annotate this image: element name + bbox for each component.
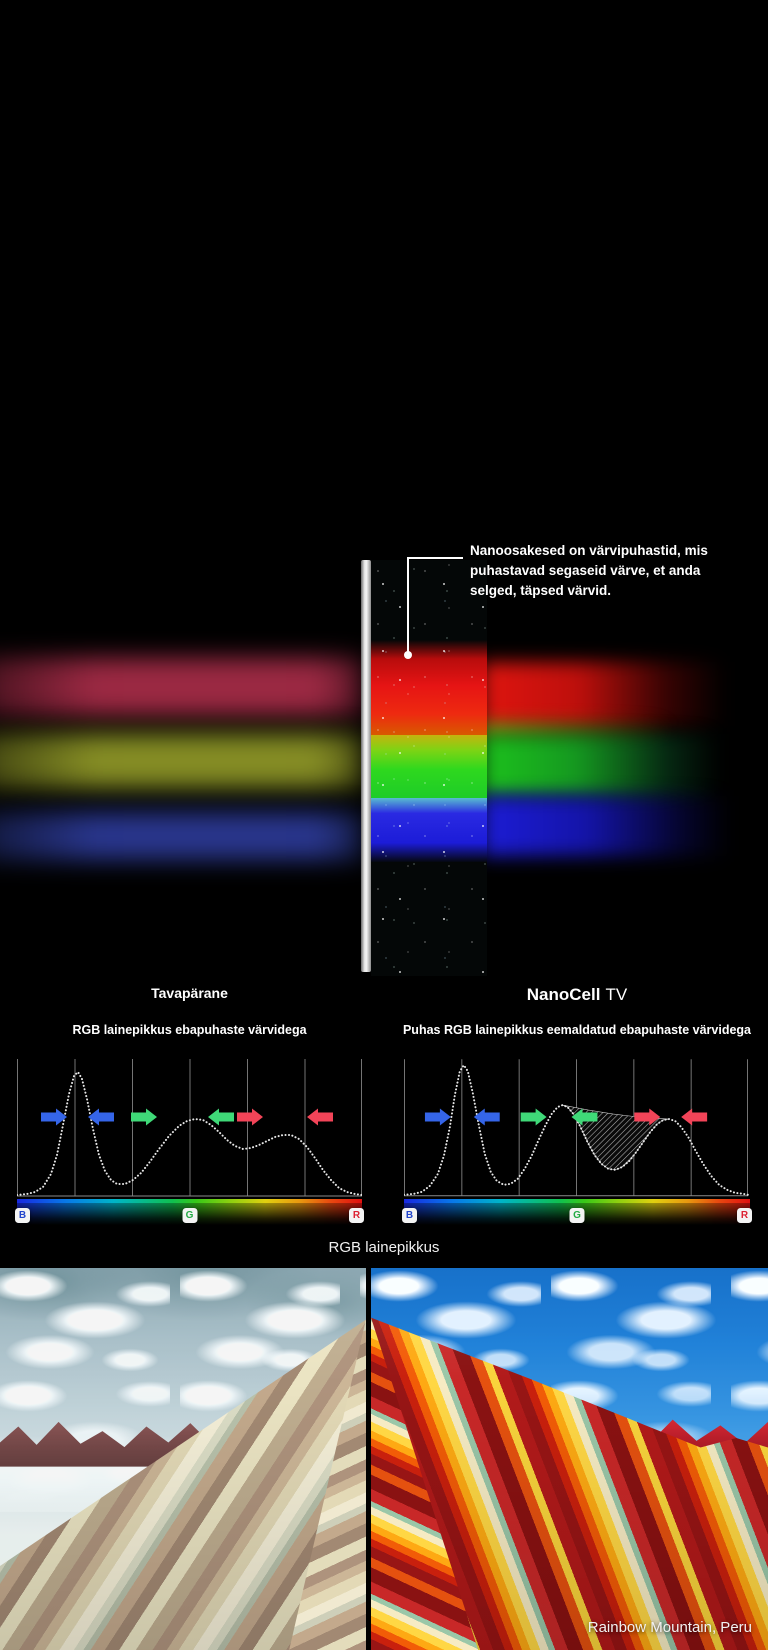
conventional-subtitle: RGB lainepikkus ebapuhaste värvidega	[72, 1023, 307, 1037]
annotation-line: Nanoosakesed on värvipuhastid, mis	[470, 543, 708, 558]
blue-axis-badge: B	[15, 1208, 30, 1223]
photo-right-vivid: Rainbow Mountain, Peru	[371, 1268, 768, 1650]
nanoparticle-column	[371, 560, 487, 976]
callout-dot	[404, 651, 412, 659]
nanocell-chart-panel: NanoCell TV Puhas RGB lainepikkus eemalda…	[402, 985, 752, 1245]
yellow-beam-edge	[482, 724, 672, 736]
rgb-wavelength-caption: RGB lainepikkus	[328, 1239, 440, 1256]
annotation-line: puhastavad segaseid värve, et anda	[470, 563, 701, 578]
conventional-title: Tavapärane	[151, 985, 228, 1001]
callout-line-horizontal	[407, 557, 463, 559]
nanocell-title: NanoCell TV	[404, 985, 750, 1005]
photo-caption: Rainbow Mountain, Peru	[587, 1619, 752, 1636]
red-axis-badge: R	[737, 1208, 752, 1223]
spectrum-axis-bar	[404, 1199, 750, 1203]
photo-divider	[366, 1268, 371, 1650]
green-axis-badge: G	[182, 1208, 197, 1223]
photo-comparison: Rainbow Mountain, Peru	[0, 1268, 768, 1650]
nanoparticle-sparkles	[371, 560, 487, 976]
nanocell-tv: TV	[605, 985, 628, 1004]
red-axis-badge: R	[349, 1208, 364, 1223]
nanoparticle-annotation: Nanoosakesed on värvipuhastid, mis puhas…	[470, 541, 722, 601]
nanocell-filter-bar	[361, 560, 371, 972]
impure-yellow-band	[0, 734, 362, 788]
spectrum-chart-conventional	[17, 1059, 362, 1197]
callout-line-vertical	[407, 557, 409, 652]
pure-green-beam	[482, 734, 720, 796]
spectrum-chart-nanocell	[404, 1059, 749, 1197]
impure-blue-band	[0, 812, 362, 860]
conventional-chart-panel: Tavapärane RGB lainepikkus ebapuhaste vä…	[15, 985, 364, 1245]
pure-red-beam	[482, 662, 726, 726]
pure-blue-beam	[482, 796, 730, 856]
nanocell-brand: NanoCell	[526, 985, 601, 1004]
impure-red-band	[0, 658, 362, 716]
nanocell-subtitle: Puhas RGB lainepikkus eemaldatud ebapuha…	[402, 1023, 752, 1037]
spectrum-axis-bar	[17, 1199, 362, 1203]
blue-axis-badge: B	[402, 1208, 417, 1223]
photo-left-dull	[0, 1268, 366, 1650]
annotation-line: selged, täpsed värvid.	[470, 583, 612, 598]
green-axis-badge: G	[569, 1208, 585, 1223]
